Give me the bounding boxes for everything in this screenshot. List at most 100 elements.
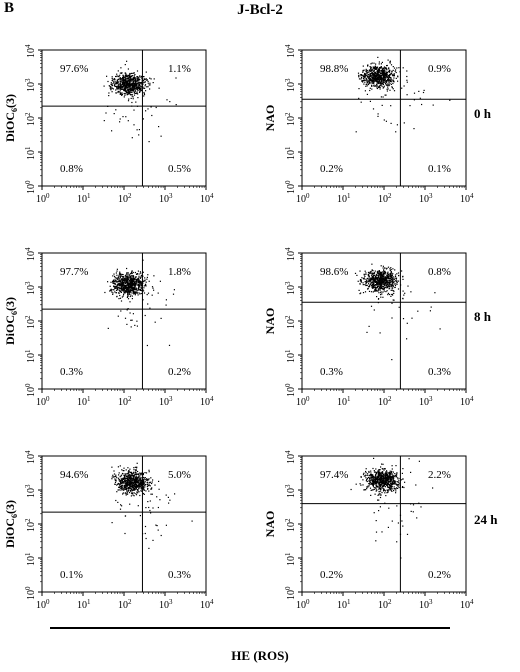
- data-point: [140, 479, 142, 481]
- data-point: [119, 276, 121, 278]
- data-point: [383, 468, 385, 470]
- data-point: [387, 283, 389, 285]
- data-point: [131, 493, 133, 495]
- data-point: [383, 74, 385, 76]
- data-point: [367, 71, 369, 73]
- data-point: [115, 85, 117, 88]
- data-point: [105, 112, 107, 114]
- data-point: [128, 473, 130, 475]
- data-point: [391, 483, 394, 485]
- data-point: [104, 291, 106, 294]
- data-point: [379, 479, 381, 481]
- data-point: [123, 87, 125, 89]
- data-point: [130, 281, 132, 283]
- data-point: [381, 471, 383, 473]
- data-point: [370, 78, 372, 80]
- data-point: [126, 473, 128, 475]
- data-point: [370, 68, 372, 70]
- data-point: [174, 493, 176, 495]
- data-point: [398, 306, 400, 308]
- data-point: [136, 481, 138, 483]
- data-point: [386, 64, 388, 67]
- data-point: [126, 479, 128, 481]
- data-point: [111, 522, 113, 524]
- data-point: [382, 82, 384, 84]
- data-point: [377, 288, 379, 290]
- data-point: [385, 81, 388, 83]
- data-point: [138, 487, 140, 489]
- y-tick-label: 102: [284, 112, 297, 126]
- data-point: [131, 280, 133, 282]
- y-tick-exponent: 2: [24, 518, 32, 522]
- data-point: [120, 77, 122, 80]
- data-point: [145, 71, 147, 73]
- data-point: [116, 274, 118, 276]
- data-point: [383, 474, 385, 476]
- data-point: [129, 76, 131, 78]
- data-point: [146, 486, 148, 488]
- data-point: [125, 480, 127, 482]
- data-point: [134, 74, 136, 76]
- data-point: [120, 483, 122, 485]
- data-point: [132, 80, 134, 82]
- data-point: [383, 278, 386, 280]
- data-point: [131, 319, 133, 321]
- x-tick-exponent: 0: [306, 192, 310, 200]
- data-point: [362, 75, 364, 77]
- data-point: [133, 471, 135, 473]
- data-point: [385, 479, 387, 481]
- data-point: [391, 470, 393, 472]
- data-point: [364, 73, 366, 75]
- data-point: [390, 122, 392, 124]
- data-point: [386, 474, 388, 476]
- data-point: [385, 471, 387, 473]
- data-point: [131, 83, 133, 85]
- data-point: [379, 284, 381, 286]
- y-tick-exponent: 2: [284, 112, 292, 116]
- data-point: [128, 79, 130, 81]
- data-point: [380, 282, 382, 284]
- data-point: [112, 476, 114, 478]
- data-point: [365, 76, 367, 78]
- data-point: [136, 491, 138, 493]
- data-point: [360, 484, 362, 486]
- data-point: [129, 479, 131, 481]
- data-point: [132, 271, 134, 274]
- data-point: [382, 277, 384, 280]
- data-point: [388, 81, 390, 83]
- data-point: [376, 81, 378, 83]
- data-point: [387, 86, 389, 88]
- x-tick-label: 103: [419, 598, 433, 611]
- data-point: [117, 501, 119, 503]
- data-point: [390, 480, 393, 482]
- data-point: [145, 78, 147, 80]
- data-point: [367, 65, 369, 67]
- data-point: [418, 460, 420, 462]
- data-point: [417, 310, 419, 312]
- data-point: [122, 484, 124, 486]
- data-point: [131, 80, 133, 82]
- data-point: [406, 322, 408, 324]
- data-point: [430, 306, 432, 308]
- data-point: [142, 480, 144, 482]
- data-point: [115, 292, 118, 294]
- data-point: [131, 93, 133, 96]
- data-point: [377, 276, 380, 278]
- data-point: [390, 295, 392, 297]
- data-point: [388, 276, 390, 278]
- data-point: [124, 286, 126, 288]
- data-point: [390, 275, 392, 278]
- data-point: [135, 81, 137, 83]
- data-point: [384, 80, 386, 82]
- data-point: [148, 84, 150, 86]
- data-point: [366, 72, 368, 75]
- data-point: [119, 465, 121, 467]
- data-point: [111, 83, 113, 85]
- x-tick-label: 100: [36, 395, 50, 408]
- data-point: [373, 79, 375, 81]
- data-point: [137, 288, 140, 290]
- data-point: [365, 284, 367, 287]
- data-point: [125, 282, 127, 284]
- data-point: [376, 482, 378, 484]
- data-point: [127, 273, 129, 275]
